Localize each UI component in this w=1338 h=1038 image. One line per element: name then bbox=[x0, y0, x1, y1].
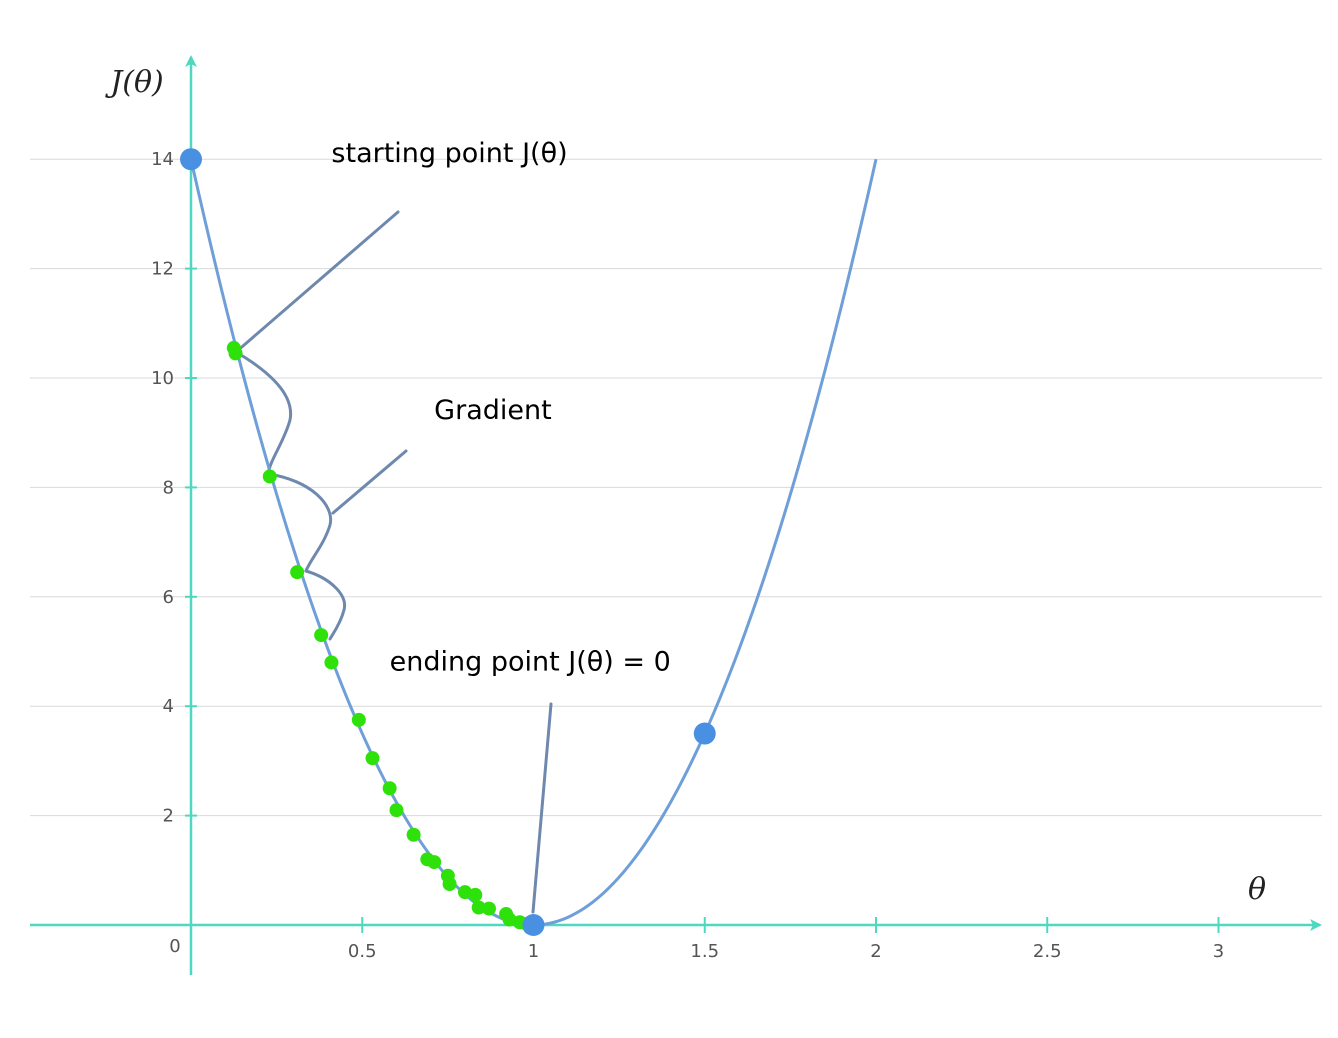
descent-point bbox=[481, 901, 496, 916]
descent-point bbox=[468, 887, 483, 902]
descent-point bbox=[427, 855, 442, 870]
data-points bbox=[180, 148, 716, 936]
annotation-connectors bbox=[234, 210, 553, 914]
x-tick-label: 1.5 bbox=[690, 941, 719, 962]
cost-curve bbox=[189, 158, 878, 927]
gradient-wave-1 bbox=[234, 350, 293, 476]
cost-curve-group bbox=[189, 158, 878, 927]
x-tick-label: 3 bbox=[1213, 941, 1224, 962]
highlight-point bbox=[522, 914, 545, 936]
descent-point bbox=[314, 628, 329, 643]
descent-point bbox=[365, 751, 380, 766]
y-tick-label: 4 bbox=[163, 696, 174, 717]
x-tick-label: 1 bbox=[528, 941, 539, 962]
x-tick-label: 2.5 bbox=[1033, 941, 1062, 962]
y-tick-label: 12 bbox=[151, 259, 174, 280]
gradient-connector-line bbox=[331, 449, 408, 515]
descent-point bbox=[262, 469, 277, 484]
y-tick-label: 10 bbox=[151, 368, 174, 389]
gradient-wave-3 bbox=[304, 569, 347, 641]
descent-point bbox=[324, 655, 339, 670]
descent-point bbox=[382, 781, 397, 796]
y-tick-label: 14 bbox=[151, 149, 174, 170]
start-connector-line bbox=[234, 210, 400, 354]
y-tick-label: 8 bbox=[163, 477, 174, 498]
x-axis-title: θ bbox=[1248, 872, 1266, 907]
descent-point bbox=[290, 565, 305, 580]
labels: 2 4 6 8 10 12 14 0.5 1 1.5 2 2.5 3 0 J(θ) θ starting poi… bbox=[104, 65, 1266, 962]
x-tick-label: 0.5 bbox=[348, 941, 377, 962]
grid-lines bbox=[30, 158, 1322, 817]
x-tick-label: 2 bbox=[870, 941, 881, 962]
descent-point bbox=[351, 712, 366, 727]
gradient-wave-2 bbox=[266, 472, 333, 573]
descent-point bbox=[389, 803, 404, 818]
descent-point bbox=[471, 900, 486, 915]
highlight-point bbox=[180, 148, 202, 171]
y-axis-title: J(θ) bbox=[104, 65, 164, 100]
y-tick-label: 2 bbox=[163, 806, 174, 827]
annotation-text-0: starting point J(θ) bbox=[331, 138, 567, 169]
origin-label: 0 bbox=[169, 936, 180, 957]
highlight-point bbox=[693, 722, 716, 745]
descent-point bbox=[228, 346, 243, 361]
annotation-text-2: ending point J(θ) = 0 bbox=[390, 647, 671, 678]
y-tick-label: 6 bbox=[163, 587, 174, 608]
descent-point bbox=[442, 876, 457, 891]
annotation-text-1: Gradient bbox=[434, 395, 552, 426]
axes bbox=[30, 55, 1322, 975]
end-connector-line bbox=[531, 702, 553, 914]
descent-point bbox=[406, 827, 421, 842]
